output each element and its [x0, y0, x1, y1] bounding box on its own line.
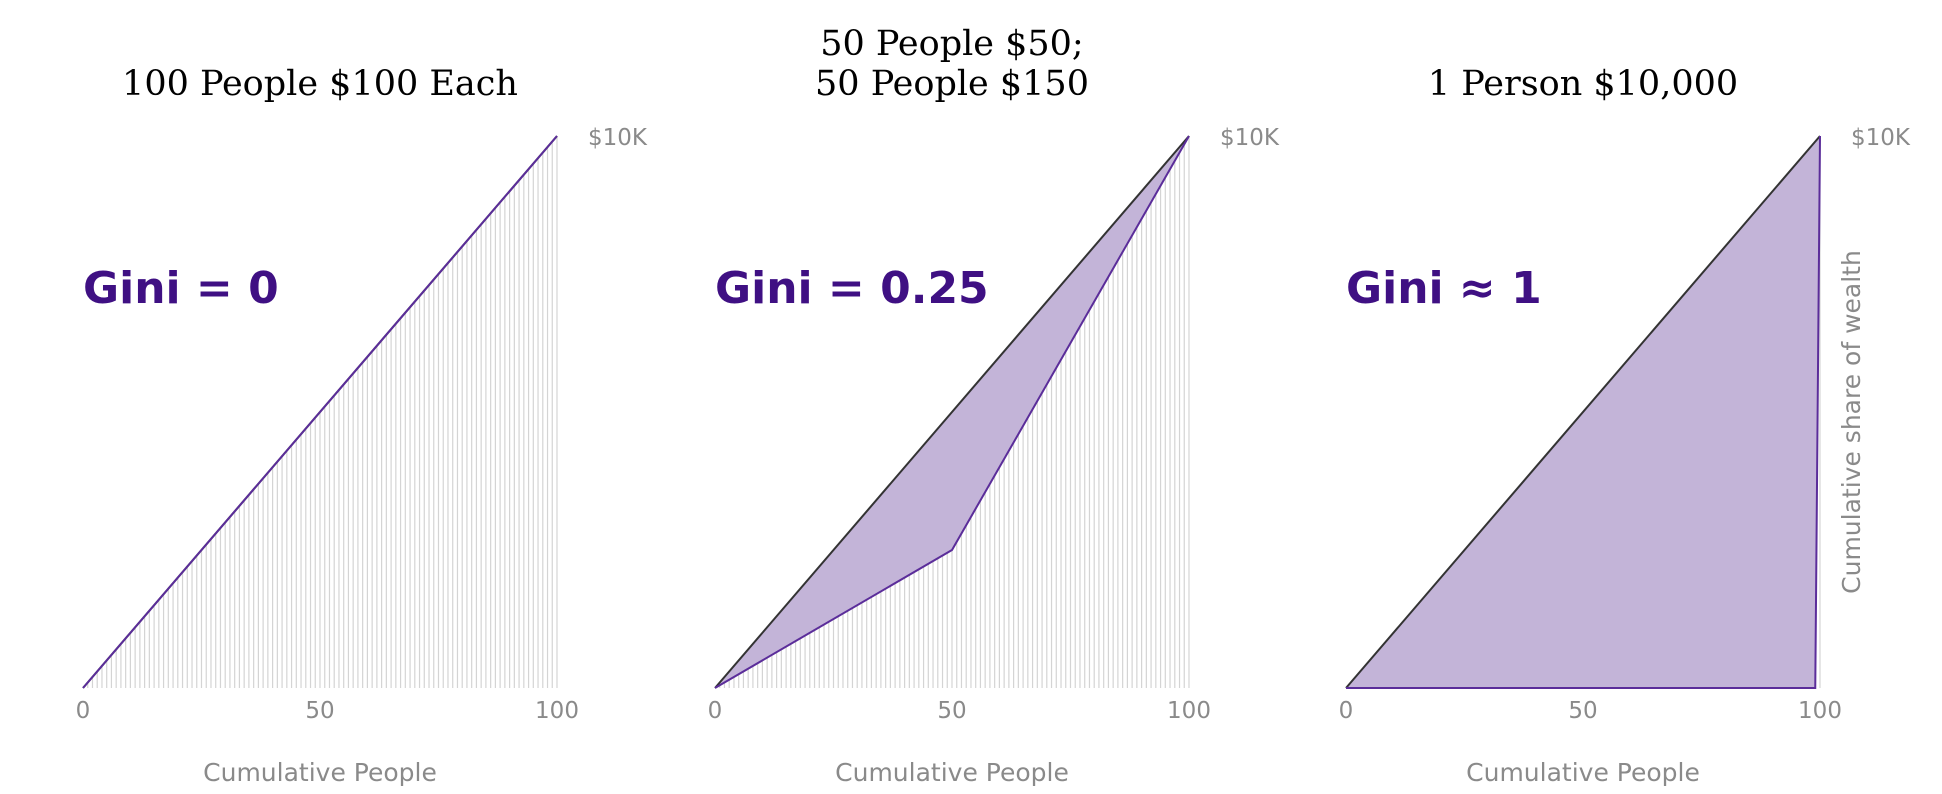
gini-annotation: Gini = 0: [83, 263, 279, 314]
lorenz-curve: [82, 135, 558, 689]
equality-line: [714, 135, 1190, 689]
gini-annotation: Gini = 0.25: [715, 263, 989, 314]
lorenz-curve: [1346, 135, 1821, 689]
x-axis-label: Cumulative People: [203, 758, 437, 787]
chart-panel-2: 50 People $50;50 People $150 Gini = 0.25 0…: [708, 24, 1280, 787]
y-tick-label: $10K: [1851, 125, 1911, 151]
x-tick-label: 0: [1339, 698, 1354, 724]
x-tick-label: 50: [305, 698, 334, 724]
equality-line: [1345, 135, 1821, 689]
chart-title: 100 People $100 Each: [122, 64, 518, 104]
x-axis-label: Cumulative People: [835, 758, 1069, 787]
y-tick-label: $10K: [1220, 125, 1280, 151]
chart-panel-1: 100 People $100 Each Gini = 0 0 50 100 $10K Cu…: [76, 64, 648, 787]
y-axis-label: Cumulative share of wealth: [1837, 250, 1866, 594]
x-tick-label: 0: [708, 698, 723, 724]
x-tick-label: 100: [535, 698, 579, 724]
x-tick-label: 50: [937, 698, 966, 724]
x-tick-label: 100: [1798, 698, 1842, 724]
y-tick-label: $10K: [588, 125, 648, 151]
person-bars: [719, 136, 1190, 688]
x-tick-label: 100: [1167, 698, 1211, 724]
chart-title: 50 People $150: [815, 64, 1089, 104]
chart-title: 50 People $50;: [820, 24, 1083, 64]
gini-annotation: Gini ≈ 1: [1346, 263, 1542, 314]
lorenz-curve: [714, 135, 1190, 689]
x-tick-label: 50: [1568, 698, 1597, 724]
x-tick-label: 0: [76, 698, 91, 724]
chart-title: 1 Person $10,000: [1428, 64, 1738, 104]
chart-panel-3: 1 Person $10,000 Gini ≈ 1 0 50 100 $10K Cumula…: [1339, 64, 1911, 787]
x-axis-label: Cumulative People: [1466, 758, 1700, 787]
person-bars: [87, 136, 558, 688]
